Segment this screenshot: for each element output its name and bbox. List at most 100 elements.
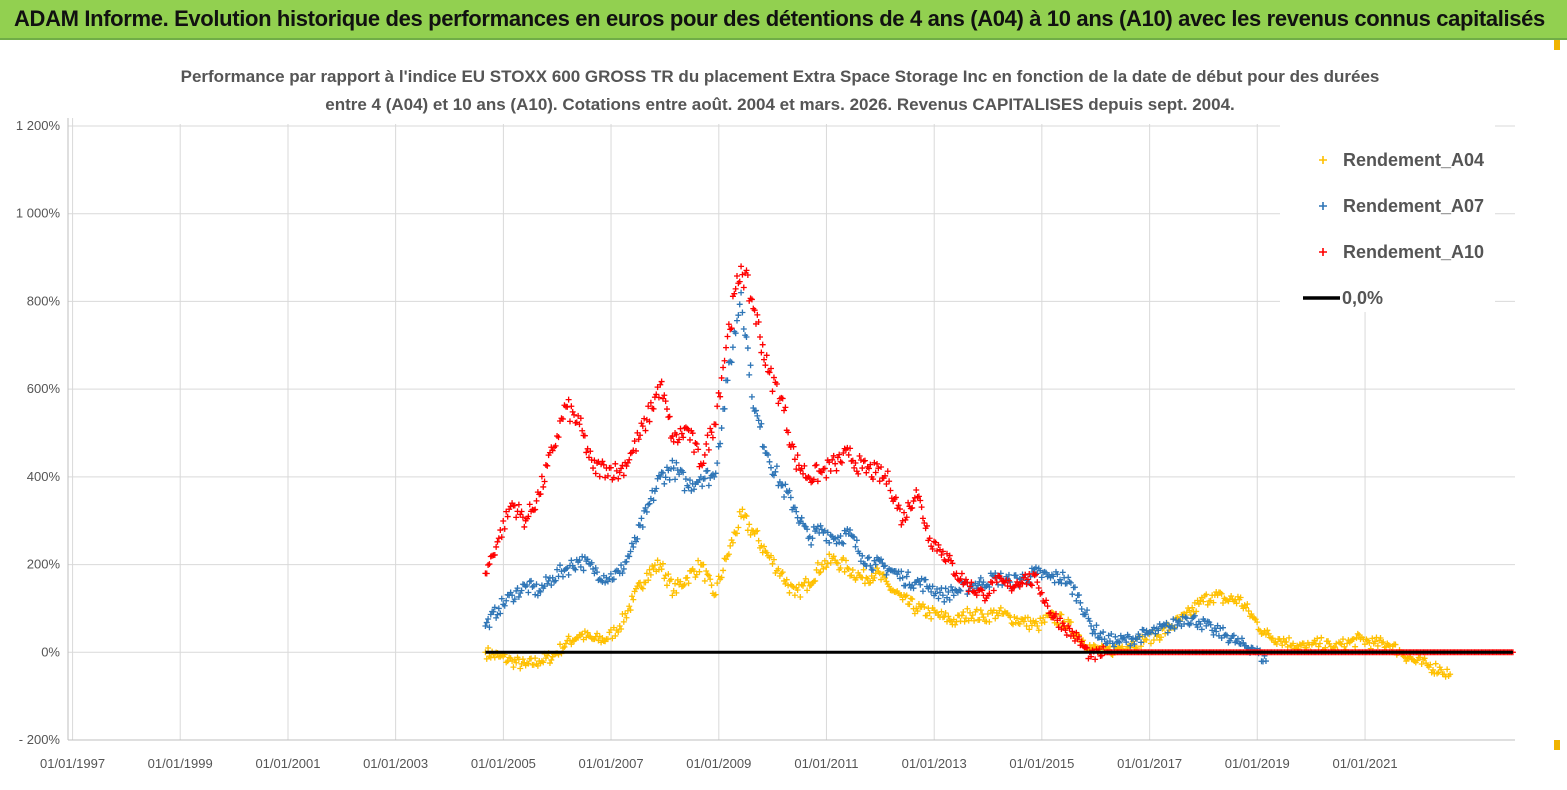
marker-a07 — [736, 301, 743, 308]
marker-a10 — [500, 518, 507, 525]
marker-a07 — [642, 504, 649, 511]
marker-a04 — [681, 581, 688, 588]
marker-a04 — [645, 577, 652, 584]
marker-a04 — [1147, 640, 1154, 647]
marker-a10 — [964, 580, 971, 587]
marker-a07 — [651, 488, 658, 495]
marker-a10 — [723, 344, 730, 351]
marker-a10 — [703, 440, 710, 447]
marker-a10 — [832, 460, 839, 467]
marker-a04 — [684, 574, 691, 581]
marker-a07 — [754, 412, 761, 419]
marker-a10 — [501, 525, 508, 532]
marker-a07 — [559, 573, 566, 580]
marker-a10 — [1032, 571, 1039, 578]
marker-a04 — [790, 583, 797, 590]
marker-a07 — [509, 592, 516, 599]
marker-a10 — [583, 449, 590, 456]
marker-a10 — [883, 480, 890, 487]
marker-a04 — [620, 618, 627, 625]
marker-a07 — [917, 581, 924, 588]
marker-a07 — [554, 566, 561, 573]
marker-a04 — [1269, 635, 1276, 642]
marker-a07 — [1059, 569, 1066, 576]
marker-a07 — [837, 532, 844, 539]
marker-a07 — [814, 523, 821, 530]
marker-a04 — [532, 655, 539, 662]
marker-a10 — [669, 433, 676, 440]
marker-a04 — [743, 513, 750, 520]
corner-marker — [1554, 740, 1560, 750]
marker-a10 — [541, 478, 548, 485]
marker-a04 — [1444, 666, 1451, 673]
marker-a04 — [1023, 622, 1030, 629]
marker-a10 — [967, 583, 974, 590]
marker-a10 — [1080, 643, 1087, 650]
marker-a10 — [495, 535, 502, 542]
legend-item-zero: 0,0% — [1303, 288, 1383, 308]
marker-a10 — [852, 459, 859, 466]
marker-a10 — [949, 560, 956, 567]
marker-a10 — [615, 475, 622, 482]
marker-a07 — [1100, 629, 1107, 636]
marker-a04 — [517, 665, 524, 672]
marker-a10 — [565, 396, 572, 403]
marker-a04 — [805, 579, 812, 586]
marker-a07 — [939, 592, 946, 599]
marker-a10 — [1052, 610, 1059, 617]
marker-a07 — [1082, 611, 1089, 618]
marker-a04 — [1350, 636, 1357, 643]
marker-a04 — [814, 559, 821, 566]
marker-a04 — [1038, 620, 1045, 627]
marker-a07 — [847, 527, 854, 534]
marker-a07 — [870, 567, 877, 574]
marker-a07 — [620, 565, 627, 572]
chart-title-line-2: entre 4 (A04) et 10 ans (A10). Cotations… — [325, 95, 1235, 114]
marker-a04 — [510, 664, 517, 671]
marker-a04 — [926, 609, 933, 616]
x-tick-label: 01/01/2005 — [471, 756, 536, 771]
marker-a10 — [738, 263, 745, 270]
marker-a10 — [552, 442, 559, 449]
marker-a07 — [610, 576, 617, 583]
marker-a04 — [647, 571, 654, 578]
marker-a10 — [938, 551, 945, 558]
marker-a07 — [758, 420, 765, 427]
marker-a07 — [487, 611, 494, 618]
marker-a07 — [1132, 635, 1139, 642]
x-tick-label: 01/01/2001 — [255, 756, 320, 771]
marker-a07 — [793, 508, 800, 515]
marker-a07 — [626, 553, 633, 560]
marker-a10 — [838, 459, 845, 466]
marker-a04 — [1158, 634, 1165, 641]
marker-a07 — [721, 405, 728, 412]
marker-a04 — [1380, 638, 1387, 645]
marker-a04 — [1418, 660, 1425, 667]
marker-a04 — [876, 570, 883, 577]
marker-a10 — [497, 527, 504, 534]
y-tick-label: 600% — [27, 381, 61, 396]
marker-a04 — [909, 596, 916, 603]
marker-a07 — [1109, 640, 1116, 647]
marker-a10 — [511, 502, 518, 509]
marker-a07 — [676, 471, 683, 478]
marker-a10 — [732, 285, 739, 292]
marker-a10 — [748, 296, 755, 303]
marker-a04 — [1314, 635, 1321, 642]
marker-a04 — [700, 561, 707, 568]
marker-a10 — [670, 438, 677, 445]
marker-a07 — [1071, 584, 1078, 591]
marker-a07 — [662, 474, 669, 481]
y-tick-label: 0% — [41, 644, 60, 659]
marker-a04 — [696, 568, 703, 575]
marker-a04 — [812, 577, 819, 584]
marker-a10 — [633, 447, 640, 454]
marker-a04 — [1228, 593, 1235, 600]
grid-layer — [67, 118, 1515, 741]
marker-a10 — [1078, 638, 1085, 645]
marker-a07 — [1073, 597, 1080, 604]
marker-a07 — [685, 484, 692, 491]
marker-a04 — [923, 612, 930, 619]
legend-item-a07: Rendement_A07 — [1319, 196, 1484, 216]
x-tick-label: 01/01/1997 — [40, 756, 105, 771]
